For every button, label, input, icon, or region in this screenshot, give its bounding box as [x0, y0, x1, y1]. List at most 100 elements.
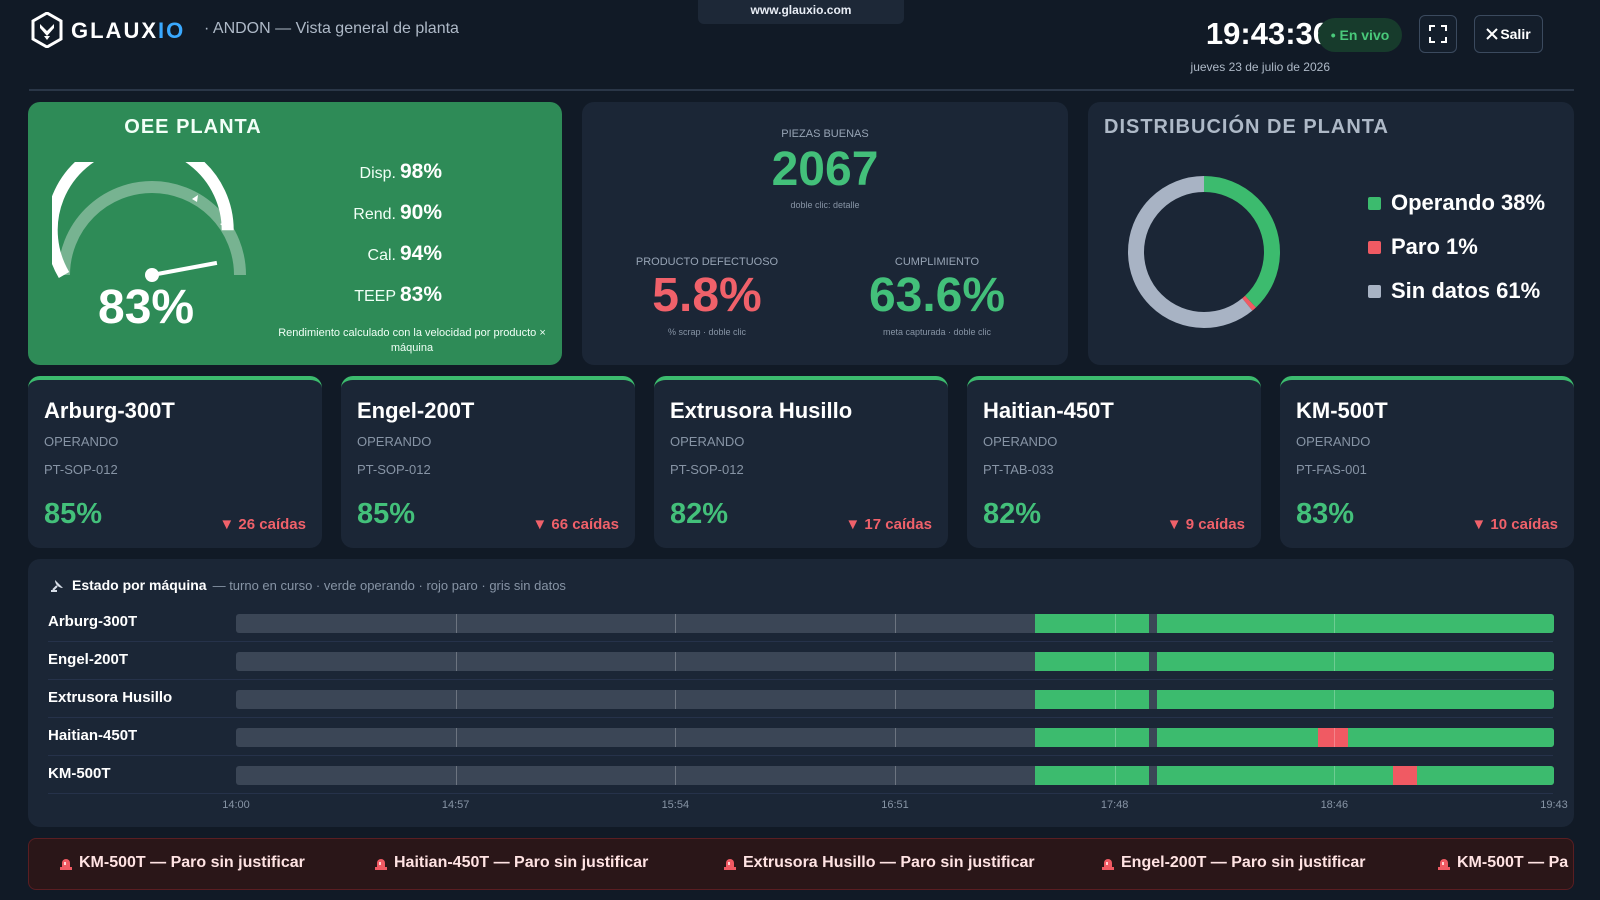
fullscreen-button[interactable]	[1419, 15, 1457, 53]
machine-drops: ▼ 9 caídas	[1166, 516, 1245, 533]
machine-card[interactable]: KM-500T OPERANDO PT-FAS-001 83% ▼ 10 caí…	[1280, 376, 1574, 548]
defective-caption: PRODUCTO DEFECTUOSO	[635, 256, 779, 268]
machine-product-code: PT-SOP-012	[670, 462, 744, 477]
siren-icon	[60, 859, 72, 870]
gridline	[895, 766, 896, 785]
segment-operating	[1157, 766, 1554, 785]
donut-slice	[1128, 176, 1280, 328]
segment-operating	[1034, 728, 1150, 747]
compliance-hint: meta capturada · doble clic	[882, 327, 992, 337]
date: jueves 23 de julio de 2026	[1190, 60, 1330, 74]
good-pieces-caption: PIEZAS BUENAS	[781, 128, 869, 140]
machine-name: Engel-200T	[357, 398, 475, 423]
exit-button[interactable]: Salir	[1474, 15, 1543, 53]
legend-operating: Operando 38%	[1368, 190, 1545, 216]
machine-product-code: PT-SOP-012	[44, 462, 118, 477]
fullscreen-icon	[1429, 25, 1447, 43]
good-pieces-hint: doble clic: detalle	[790, 200, 860, 210]
alert-item[interactable]: KM-500T — Paro sin justificar	[59, 854, 305, 872]
alert-item[interactable]: Engel-200T — Paro sin justificar	[1101, 854, 1366, 872]
machine-drops: ▼ 10 caídas	[1471, 516, 1558, 533]
segment-operating	[1157, 690, 1554, 709]
segment-operating	[1034, 652, 1150, 671]
gridline	[1334, 690, 1336, 709]
machine-status: OPERANDO	[670, 434, 745, 449]
machine-card[interactable]: Engel-200T OPERANDO PT-SOP-012 85% ▼ 66 …	[341, 376, 635, 548]
row-divider	[48, 793, 1553, 794]
timeline-row-label: KM-500T	[48, 765, 111, 782]
header: GLAUXIO · ANDON — Vista general de plant…	[29, 10, 1574, 90]
machine-drops: ▼ 66 caídas	[532, 516, 619, 533]
machine-status: OPERANDO	[357, 434, 432, 449]
gridline	[1334, 652, 1336, 671]
timeline-title: Estado por máquina	[72, 577, 207, 593]
time-tick-label: 14:00	[222, 799, 250, 811]
timeline-bar[interactable]	[236, 652, 1554, 671]
row-divider	[48, 679, 1553, 680]
machine-oee: 82%	[670, 498, 729, 530]
machine-card[interactable]: Arburg-300T OPERANDO PT-SOP-012 85% ▼ 26…	[28, 376, 322, 548]
siren-icon	[1438, 859, 1450, 870]
machine-product-code: PT-SOP-012	[357, 462, 431, 477]
gridline	[455, 766, 457, 785]
machine-name: KM-500T	[1296, 398, 1388, 423]
page-subtitle: · ANDON — Vista general de planta	[204, 20, 459, 37]
gridline	[675, 728, 677, 747]
logo-icon	[31, 12, 63, 48]
machine-oee: 82%	[983, 498, 1042, 530]
gridline	[675, 614, 677, 633]
legend-swatch	[1368, 284, 1381, 298]
alert-item[interactable]: Haitian-450T — Paro sin justificar	[374, 854, 648, 872]
segment-operating	[1157, 728, 1554, 747]
legend-no-data: Sin datos 61%	[1368, 278, 1540, 304]
oee-gauge	[52, 162, 246, 282]
segment-operating	[1157, 652, 1554, 671]
good-pieces-value: 2067	[771, 143, 879, 196]
machine-product-code: PT-FAS-001	[1296, 462, 1367, 477]
timeline-bar[interactable]	[236, 690, 1554, 709]
time-tick-label: 14:57	[441, 799, 470, 811]
gridline	[675, 652, 677, 671]
gridline	[895, 728, 896, 747]
oee-card: OEE PLANTA 83% Disp. 98% Rend. 90% Cal. 94%…	[28, 102, 562, 365]
segment-operating	[1034, 690, 1150, 709]
distribution-title: DISTRIBUCIÓN DE PLANTA	[1104, 116, 1389, 138]
timeline-bar[interactable]	[236, 728, 1554, 747]
alert-item[interactable]: Extrusora Husillo — Paro sin justificar	[723, 854, 1035, 872]
machine-oee: 85%	[44, 498, 103, 530]
gridline	[675, 766, 677, 785]
machine-name: Extrusora Husillo	[670, 398, 853, 423]
machine-oee: 85%	[357, 498, 416, 530]
gridline	[1334, 614, 1336, 633]
legend-swatch	[1368, 240, 1381, 254]
gridline	[1114, 766, 1116, 785]
timeline-row-label: Engel-200T	[48, 651, 129, 668]
legend-stopped: Paro 1%	[1368, 234, 1478, 260]
gridline	[1334, 766, 1336, 785]
time-tick-label: 19:43	[1540, 799, 1568, 811]
segment-stopped	[1393, 766, 1417, 785]
machine-status: OPERANDO	[44, 434, 119, 449]
distribution-donut	[1128, 176, 1280, 328]
compliance-caption: CUMPLIMIENTO	[894, 256, 980, 268]
machine-drops: ▼ 26 caídas	[219, 516, 306, 533]
timeline-bar[interactable]	[236, 766, 1554, 785]
machine-card[interactable]: Haitian-450T OPERANDO PT-TAB-033 82% ▼ 9…	[967, 376, 1261, 548]
alert-item[interactable]: KM-500T — Pa	[1437, 854, 1568, 872]
siren-icon	[724, 859, 736, 870]
compliance-value: 63.6%	[868, 269, 1006, 322]
gridline	[455, 652, 457, 671]
timeline-bar[interactable]	[236, 614, 1554, 633]
metric-quality: Cal. 94%	[367, 242, 443, 265]
gridline	[455, 728, 457, 747]
machine-drops: ▼ 17 caídas	[845, 516, 932, 533]
row-divider	[48, 755, 1553, 756]
siren-icon	[1102, 859, 1114, 870]
defective-value: 5.8%	[652, 269, 762, 322]
defective-hint: % scrap · doble clic	[667, 327, 747, 337]
row-divider	[48, 717, 1553, 718]
gridline	[1114, 652, 1116, 671]
url-tab: www.glauxio.com	[698, 0, 904, 24]
machine-status: OPERANDO	[983, 434, 1058, 449]
machine-card[interactable]: Extrusora Husillo OPERANDO PT-SOP-012 82…	[654, 376, 948, 548]
